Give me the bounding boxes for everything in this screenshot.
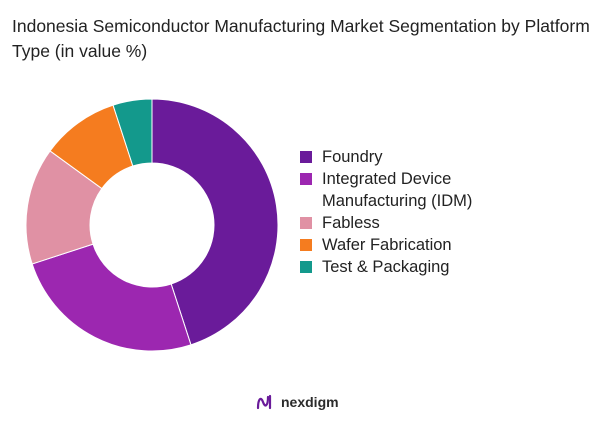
legend-item-fabless: Fabless: [300, 212, 532, 234]
legend-swatch: [300, 217, 312, 229]
brand-name: nexdigm: [281, 394, 339, 410]
chart-legend: Foundry Integrated Device Manufacturing (…: [300, 146, 532, 278]
legend-label: Foundry: [322, 148, 383, 166]
nexdigm-logo-icon: [256, 394, 272, 410]
legend-item-wafer-fabrication: Wafer Fabrication: [300, 234, 532, 256]
legend-item-test-packaging: Test & Packaging: [300, 256, 532, 278]
legend-label: Test & Packaging: [322, 258, 450, 276]
donut-slice-integrated-device-manufacturing-idm: [31, 243, 192, 352]
legend-item-foundry: Foundry: [300, 146, 532, 168]
donut-slice-test-packaging: [112, 98, 153, 167]
legend-item-integrated-device-manufacturing-idm: Integrated Device Manufacturing (IDM): [300, 168, 532, 212]
donut-slice-foundry: [151, 98, 279, 346]
legend-swatch: [300, 239, 312, 251]
legend-swatch: [300, 151, 312, 163]
legend-label: Wafer Fabrication: [322, 236, 452, 254]
brand-logo: nexdigm: [255, 393, 339, 411]
legend-swatch: [300, 261, 312, 273]
legend-label: Integrated Device Manufacturing (IDM): [322, 170, 473, 210]
legend-label: Fabless: [322, 214, 380, 232]
chart-title: Indonesia Semiconductor Manufacturing Ma…: [12, 16, 590, 61]
legend-swatch: [300, 173, 312, 185]
